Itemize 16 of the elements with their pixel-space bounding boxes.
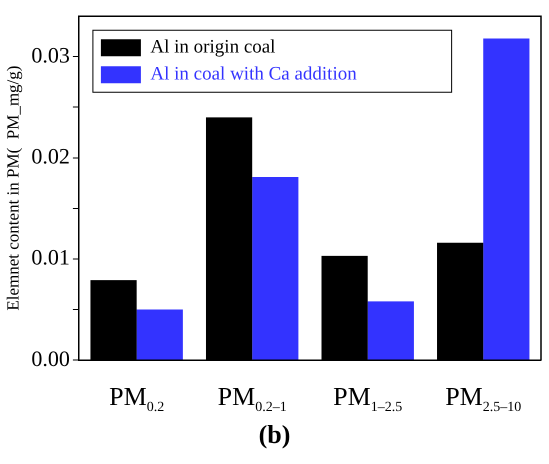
legend-label: Al in origin coal bbox=[150, 36, 276, 58]
y-tick-label: 0.01 bbox=[31, 244, 70, 270]
y-tick-label: 0.03 bbox=[31, 42, 70, 68]
bar bbox=[136, 309, 183, 360]
y-axis-title: Elemnet content in PM( PM_mg/g) bbox=[4, 66, 23, 311]
x-tick-label: PM$_{0.2}$ bbox=[109, 382, 164, 416]
x-tick-label: PM$_{1–2.5}$ bbox=[333, 382, 402, 416]
legend-label: Al in coal with Ca addition bbox=[150, 64, 358, 85]
x-tick-label: PM$_{0.2–1}$ bbox=[218, 382, 287, 416]
y-tick-label: 0.02 bbox=[31, 144, 70, 169]
bar bbox=[368, 301, 414, 360]
y-tick-label: 0.00 bbox=[31, 346, 70, 371]
x-tick-label: PM$_{2.5–10}$ bbox=[445, 382, 522, 416]
bar bbox=[483, 38, 530, 360]
text: (b) bbox=[258, 420, 292, 450]
bar bbox=[252, 176, 298, 360]
